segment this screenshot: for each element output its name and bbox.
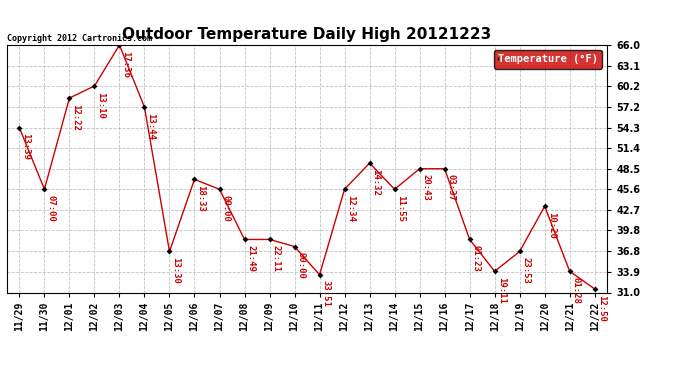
Text: 13:39: 13:39 [21,134,30,160]
Text: 12:34: 12:34 [346,195,355,222]
Text: 10:20: 10:20 [546,212,555,239]
Text: 00:00: 00:00 [297,252,306,279]
Text: 12:22: 12:22 [72,104,81,130]
Text: 20:43: 20:43 [422,174,431,201]
Text: 22:11: 22:11 [272,245,281,272]
Text: 33:51: 33:51 [322,280,331,308]
Text: 23:53: 23:53 [522,257,531,284]
Text: 21:49: 21:49 [246,245,255,272]
Text: 13:44: 13:44 [146,113,155,140]
Text: 13:10: 13:10 [97,92,106,118]
Text: 12:50: 12:50 [597,295,606,321]
Title: Outdoor Temperature Daily High 20121223: Outdoor Temperature Daily High 20121223 [122,27,492,42]
Text: 03:37: 03:37 [446,174,455,201]
Text: 13:30: 13:30 [172,257,181,284]
Text: 01:28: 01:28 [572,277,581,304]
Text: Copyright 2012 Cartronics.com: Copyright 2012 Cartronics.com [7,33,152,42]
Text: 00:00: 00:00 [221,195,230,222]
Text: 17:36: 17:36 [121,51,130,78]
Text: 18:33: 18:33 [197,185,206,212]
Text: 11:55: 11:55 [397,195,406,222]
Text: 14:32: 14:32 [372,169,381,196]
Text: 01:23: 01:23 [472,245,481,272]
Text: 07:00: 07:00 [46,195,55,222]
Legend: Temperature (°F): Temperature (°F) [493,50,602,69]
Text: 19:11: 19:11 [497,277,506,304]
